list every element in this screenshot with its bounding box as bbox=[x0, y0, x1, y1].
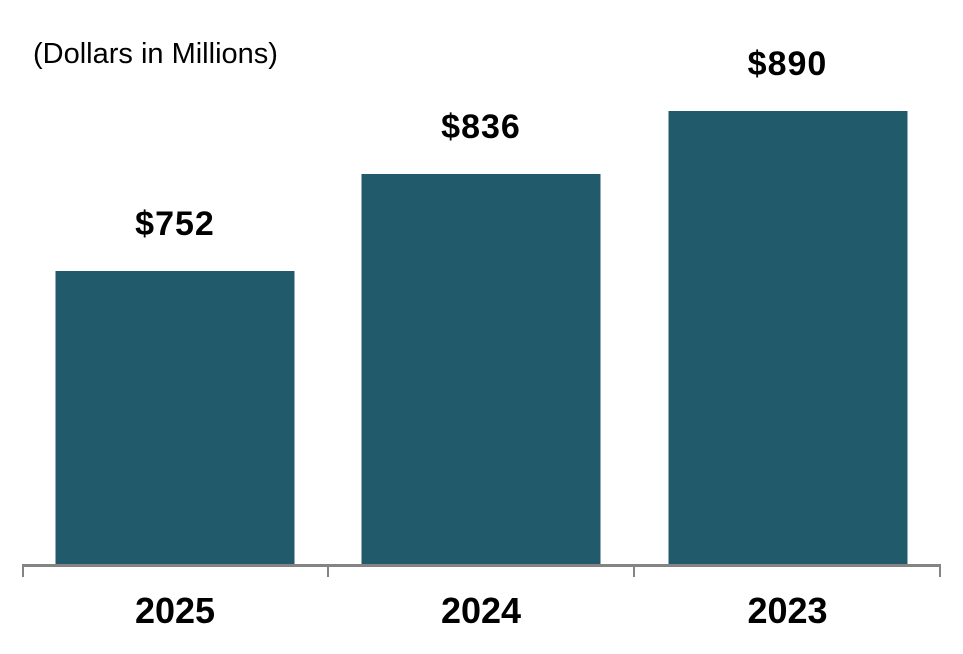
bar-value-label: $836 bbox=[441, 108, 521, 146]
bar bbox=[55, 271, 295, 564]
x-axis-label: 2023 bbox=[747, 590, 828, 631]
x-axis-tick bbox=[939, 564, 941, 577]
bar-value-label: $890 bbox=[747, 45, 828, 83]
bar-group: $890 bbox=[634, 0, 941, 564]
x-axis-tick bbox=[22, 564, 24, 577]
plot-area: $752 $836 $890 bbox=[22, 0, 941, 577]
bar-group: $836 bbox=[328, 0, 634, 564]
x-axis-label: 2025 bbox=[134, 590, 216, 631]
x-axis-tick bbox=[327, 564, 329, 577]
bar-value-label: $752 bbox=[135, 205, 215, 243]
x-axis-tick bbox=[633, 564, 635, 577]
x-axis-line bbox=[22, 564, 941, 567]
bar bbox=[361, 174, 601, 564]
chart-title: (Dollars in Millions) bbox=[33, 38, 278, 70]
x-axis-label: 2024 bbox=[440, 590, 522, 631]
bar bbox=[668, 111, 907, 564]
bar-group: $752 bbox=[22, 0, 328, 564]
